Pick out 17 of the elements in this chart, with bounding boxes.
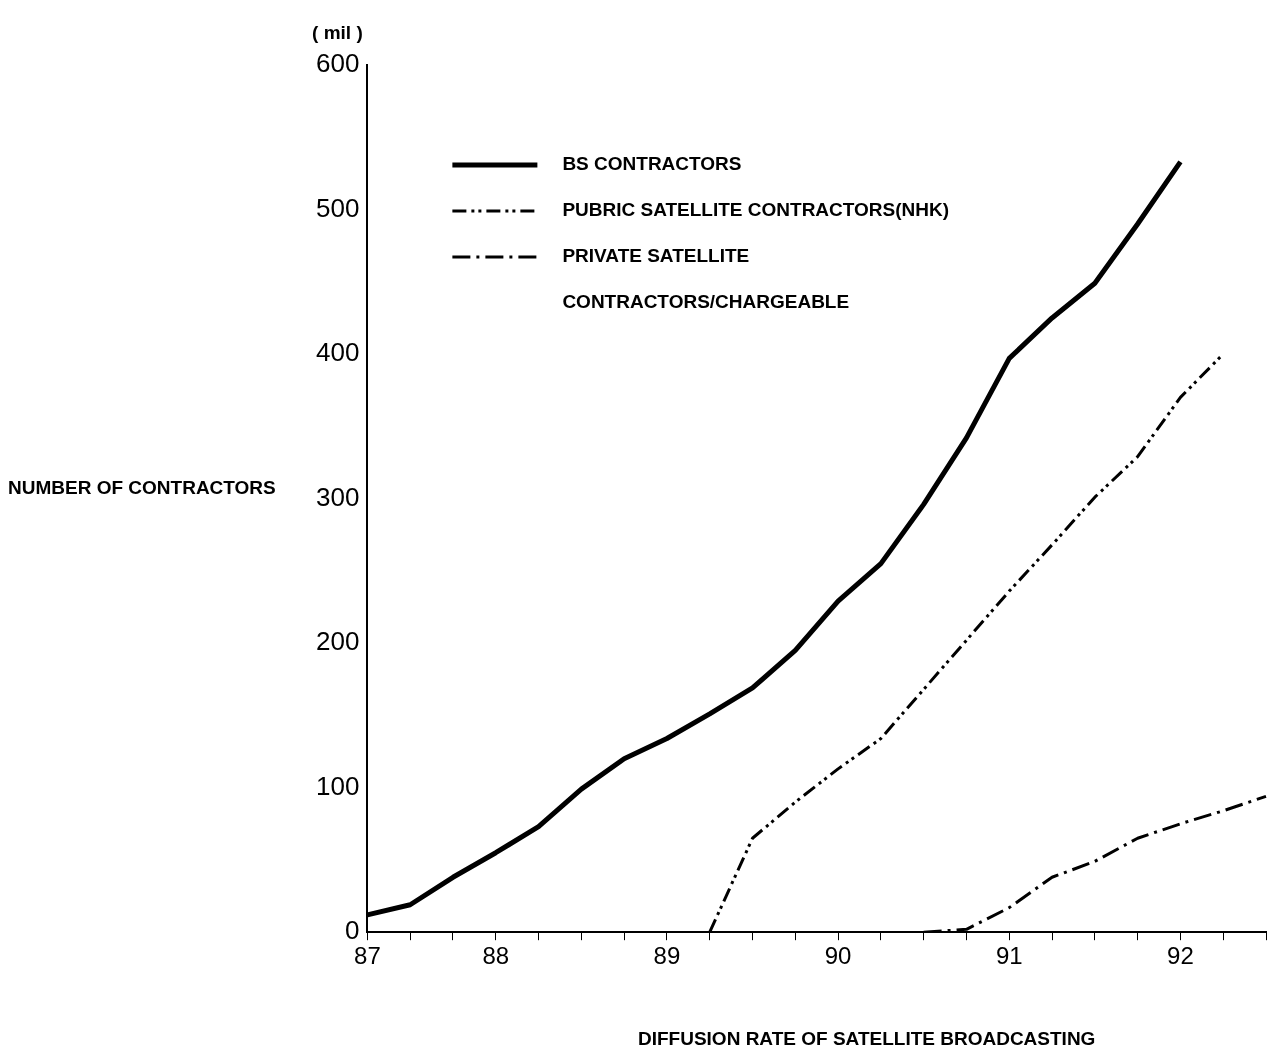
y-tick-label: 100	[315, 770, 360, 801]
y-tick-label: 400	[315, 337, 360, 368]
x-axis-title: DIFFUSION RATE OF SATELLITE BROADCASTING	[637, 1027, 1096, 1049]
text: PRIVATE SATELLITE CONTRACTORS/CHARGEABLE	[562, 245, 850, 313]
legend-label: BS CONTRACTORS	[562, 153, 742, 175]
legend-label: PUBRIC SATELLITE CONTRACTORS(NHK)	[562, 199, 950, 221]
x-tick-label: 90	[824, 942, 852, 970]
y-tick-label: 500	[315, 192, 360, 223]
text: ( mil )	[312, 21, 363, 43]
y-axis-title: NUMBER OF CONTRACTORS	[8, 476, 276, 498]
x-tick-label: 89	[653, 942, 681, 970]
y-tick-label: 200	[315, 626, 360, 657]
y-tick-label: 600	[315, 48, 360, 79]
y-tick-label: 300	[315, 481, 360, 512]
x-tick-label: 92	[1167, 942, 1194, 970]
x-tick-label: 91	[995, 942, 1023, 970]
x-tick-label: 88	[482, 942, 510, 970]
